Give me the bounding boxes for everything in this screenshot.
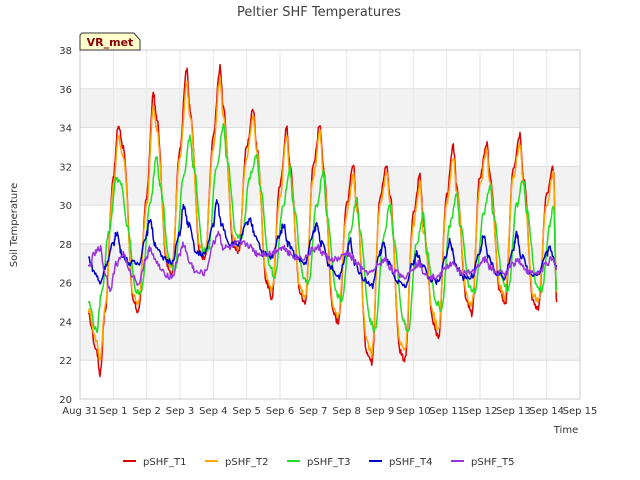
- vr-met-badge: VR_met: [79, 32, 141, 51]
- grid-band: [80, 88, 580, 128]
- x-tick-label: Sep 1: [99, 406, 127, 417]
- x-tick-label: Sep 8: [332, 406, 360, 417]
- y-tick-label: 34: [59, 124, 72, 135]
- y-tick-label: 24: [59, 317, 72, 328]
- legend-label: pSHF_T4: [389, 457, 432, 468]
- y-tick-label: 32: [59, 162, 72, 173]
- y-tick-label: 38: [59, 46, 72, 57]
- series-layer: [87, 63, 558, 378]
- x-tick-label: Sep 13: [496, 406, 531, 417]
- y-tick-label: 30: [59, 201, 72, 212]
- y-tick-label: 36: [59, 85, 72, 96]
- x-tick-label: Aug 31: [62, 406, 97, 417]
- legend-label: pSHF_T5: [471, 457, 514, 468]
- y-tick-label: 20: [59, 395, 72, 406]
- x-tick-label: Sep 10: [396, 406, 431, 417]
- vr-met-label: VR_met: [87, 36, 134, 49]
- x-tick-labels: Aug 31 Sep 1 Sep 2 Sep 3 Sep 4 Sep 5 Sep 6 Sep …: [62, 406, 597, 417]
- series-line-pSHF_T2: [87, 75, 558, 361]
- grid-band: [80, 166, 580, 206]
- y-axis-label: Soil Temperature: [9, 183, 20, 268]
- x-tick-label: Sep 9: [366, 406, 394, 417]
- x-tick-label: Sep 14: [529, 406, 564, 417]
- x-tick-label: Sep 4: [199, 406, 227, 417]
- legend-label: pSHF_T2: [225, 457, 268, 468]
- x-axis-label: Time: [553, 425, 578, 436]
- series-line-pSHF_T3: [87, 123, 558, 334]
- plot-frame: [79, 49, 581, 400]
- y-tick-label: 22: [59, 356, 72, 367]
- x-tick-label: Sep 2: [132, 406, 160, 417]
- y-tick-labels: 20 22 24 26 28 30 32 34 36 38: [59, 46, 72, 406]
- background-bands: [80, 88, 580, 361]
- x-tick-label: Sep 3: [166, 406, 194, 417]
- x-tick-label: Sep 6: [266, 406, 294, 417]
- grid-band: [80, 321, 580, 361]
- legend-label: pSHF_T3: [307, 457, 350, 468]
- chart-title: Peltier SHF Temperatures: [237, 5, 401, 20]
- series-line-pSHF_T4: [88, 199, 558, 290]
- legend-label: pSHF_T1: [143, 457, 186, 468]
- series-line-pSHF_T5: [87, 230, 558, 293]
- x-tick-label: Sep 15: [563, 406, 598, 417]
- x-tick-label: Sep 12: [463, 406, 498, 417]
- y-tick-label: 26: [59, 279, 72, 290]
- x-tick-label: Sep 11: [429, 406, 464, 417]
- x-tick-label: Sep 7: [299, 406, 327, 417]
- x-tick-label: Sep 5: [232, 406, 260, 417]
- legend: pSHF_T1 pSHF_T2 pSHF_T3 pSHF_T4 pSHF_T5: [123, 457, 514, 468]
- y-tick-label: 28: [59, 240, 72, 251]
